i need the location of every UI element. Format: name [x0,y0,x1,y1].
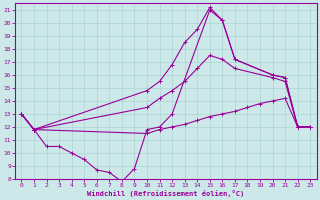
X-axis label: Windchill (Refroidissement éolien,°C): Windchill (Refroidissement éolien,°C) [87,190,244,197]
